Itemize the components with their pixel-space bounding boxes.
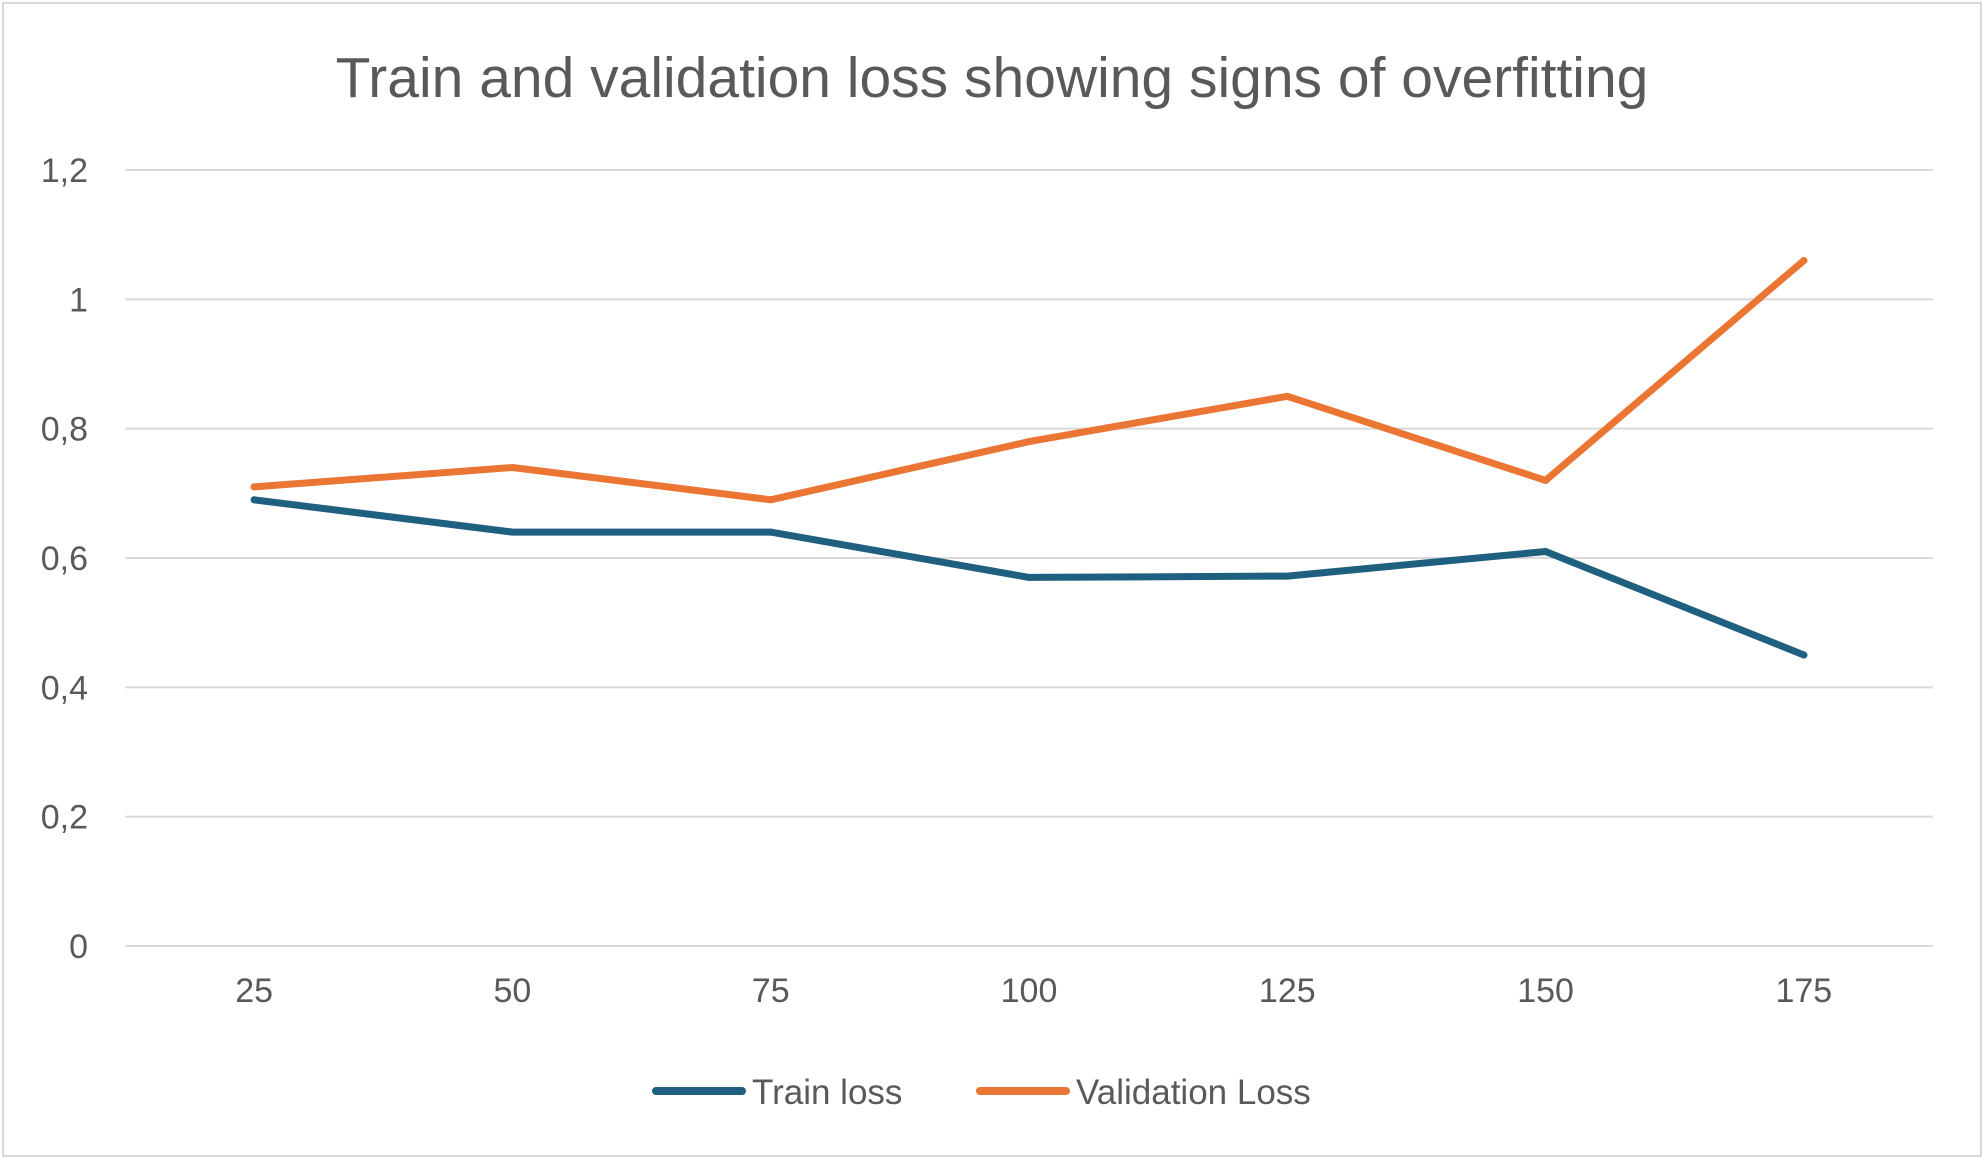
legend: Train loss Validation Loss — [652, 1073, 1311, 1112]
y-tick-label: 0,4 — [41, 669, 88, 707]
data-point — [250, 483, 258, 491]
y-tick-label: 1,2 — [41, 152, 88, 190]
data-point — [1283, 392, 1291, 400]
data-point — [508, 463, 516, 471]
y-tick-label: 0,8 — [41, 411, 88, 449]
data-point — [1025, 438, 1033, 446]
series-lines — [250, 257, 1808, 659]
x-axis-tick-labels: 25 50 75 100 125 150 175 — [235, 972, 1832, 1010]
x-tick-label: 175 — [1775, 972, 1832, 1010]
line-chart: Train and validation loss showing signs … — [41, 46, 1933, 1112]
x-tick-label: 25 — [235, 972, 273, 1010]
gridlines — [125, 169, 1933, 947]
y-axis-tick-labels: 0 0,2 0,4 0,6 0,8 1 1,2 — [41, 152, 88, 966]
chart-title: Train and validation loss showing signs … — [336, 46, 1649, 110]
legend-label: Validation Loss — [1076, 1073, 1311, 1112]
data-point — [1542, 548, 1550, 556]
data-point — [1542, 476, 1550, 484]
x-tick-label: 50 — [494, 972, 532, 1010]
x-tick-label: 100 — [1001, 972, 1058, 1010]
y-tick-label: 0,2 — [41, 799, 88, 837]
data-point — [1283, 572, 1291, 580]
x-tick-label: 125 — [1259, 972, 1316, 1010]
data-point — [508, 528, 516, 536]
series-line-validation-loss — [250, 257, 1808, 504]
y-tick-label: 0 — [69, 928, 88, 966]
data-point — [1025, 573, 1033, 581]
data-point — [250, 496, 258, 504]
x-tick-label: 75 — [752, 972, 790, 1010]
x-tick-label: 150 — [1517, 972, 1574, 1010]
data-point — [767, 496, 775, 504]
data-point — [767, 528, 775, 536]
legend-label: Train loss — [752, 1073, 902, 1112]
data-point — [1800, 651, 1808, 659]
y-tick-label: 1 — [69, 281, 88, 319]
y-tick-label: 0,6 — [41, 540, 88, 578]
data-point — [1800, 257, 1808, 265]
